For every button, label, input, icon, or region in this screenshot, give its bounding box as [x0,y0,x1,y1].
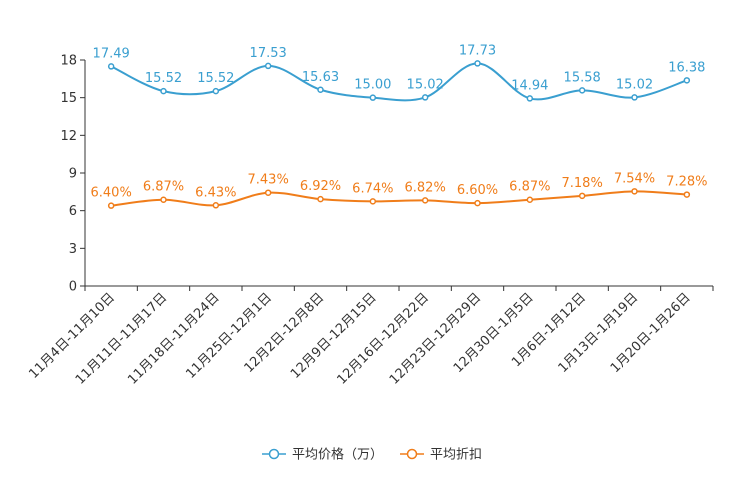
legend[interactable]: 平均价格（万） 平均折扣 [262,447,482,463]
y-tick-label: 18 [60,54,77,69]
data-label: 7.54% [614,171,655,186]
data-point[interactable] [107,63,115,70]
series-avg-discount: 6.40% 6.87% 6.43% 7.43% 6.92% 6.74% 6.82% 6.60%… [91,171,707,209]
data-label: 6.82% [405,180,446,195]
data-point[interactable] [683,191,691,198]
data-label: 15.52 [145,71,182,86]
data-label: 6.74% [352,181,393,196]
data-point[interactable] [369,94,377,101]
legend-item-avg-discount[interactable]: 平均折扣 [400,448,482,463]
legend-label: 平均价格（万） [292,447,383,463]
data-point[interactable] [317,195,324,203]
data-label: 17.73 [459,43,496,58]
data-point[interactable] [160,87,167,95]
data-point[interactable] [474,199,481,207]
data-point[interactable] [578,192,586,200]
y-tick-label: 0 [69,280,77,295]
data-point[interactable] [369,198,377,205]
data-label: 6.87% [143,180,184,195]
y-tick-label: 9 [69,167,77,182]
axes: 0 3 6 9 12 15 18 11月4日-11月10日11月11日-11月17日11月18… [26,54,714,388]
data-label: 6.87% [509,180,550,195]
data-point[interactable] [631,94,638,101]
series-avg-price: 17.49 15.52 15.52 17.53 15.63 15.00 15.02 17.73… [93,43,705,102]
data-point[interactable] [421,94,429,101]
data-label: 14.94 [511,78,548,93]
data-label: 15.58 [564,70,601,85]
x-tick-label: 12月16日-12月22日 [335,290,432,387]
data-label: 6.92% [300,179,341,194]
data-label: 16.38 [668,60,705,75]
data-label: 7.43% [248,173,289,188]
data-label: 6.43% [195,185,236,200]
x-tick-label: 11月18日-11月24日 [125,290,222,387]
data-point[interactable] [317,86,324,94]
y-tick-label: 15 [60,91,77,106]
data-label: 17.53 [250,46,287,61]
y-tick-label: 6 [69,204,77,219]
data-point[interactable] [264,62,272,70]
data-point[interactable] [631,188,638,195]
data-label: 15.52 [197,71,234,86]
x-tick-label: 11月4日-11月10日 [26,290,118,382]
data-point[interactable] [683,77,691,84]
data-point[interactable] [212,202,220,209]
data-label: 15.02 [407,77,444,92]
x-tick-label: 11月11日-11月17日 [73,290,170,387]
y-tick-label: 3 [69,242,77,257]
data-label: 7.18% [562,176,603,191]
data-label: 6.60% [457,183,498,198]
data-point[interactable] [160,196,167,203]
data-label: 15.63 [302,70,339,85]
legend-item-avg-price[interactable]: 平均价格（万） [262,447,383,463]
legend-swatch-marker [406,448,418,460]
legend-label: 平均折扣 [430,448,482,463]
data-point[interactable] [421,197,429,204]
data-point[interactable] [212,87,220,95]
data-point[interactable] [107,202,115,209]
data-point[interactable] [526,196,534,203]
data-label: 6.40% [91,186,132,201]
data-label: 15.02 [616,77,653,92]
series-line [111,190,687,207]
x-tick-label: 12月23日-12月29日 [387,290,484,387]
legend-swatch-marker [268,448,280,460]
y-tick-label: 12 [60,129,77,144]
data-point[interactable] [264,189,272,196]
data-label: 17.49 [93,46,130,61]
series-layer: 17.49 15.52 15.52 17.53 15.63 15.00 15.02 17.73… [91,43,707,209]
data-label: 7.28% [666,175,707,190]
data-point[interactable] [474,60,481,67]
data-point[interactable] [578,87,586,94]
data-label: 15.00 [354,78,391,93]
data-point[interactable] [526,95,534,102]
